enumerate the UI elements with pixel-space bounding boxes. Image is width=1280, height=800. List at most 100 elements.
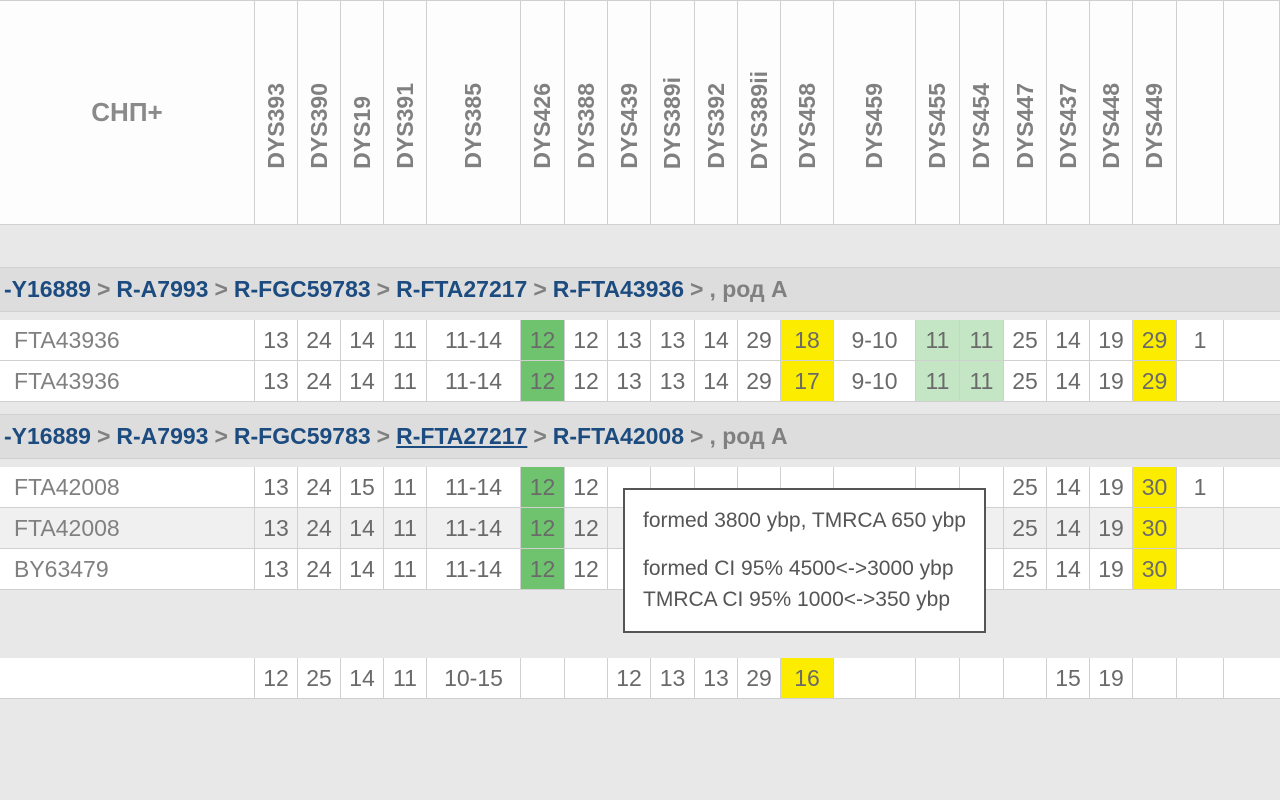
marker-column-header: DYS454 (960, 1, 1004, 224)
str-value-cell: 13 (651, 320, 695, 360)
haplogroup-link[interactable]: -Y16889 (4, 276, 91, 303)
breadcrumb-separator: > (690, 423, 703, 450)
marker-name: DYS391 (392, 83, 419, 169)
breadcrumb-separator: > (97, 276, 110, 303)
str-value-cell: 12 (565, 508, 608, 548)
str-value-cell: 14 (1047, 361, 1090, 401)
marker-column-header: DYS390 (298, 1, 341, 224)
str-value-cell: 11 (384, 361, 427, 401)
str-value-cell: 29 (1133, 320, 1177, 360)
str-value-cell (916, 658, 960, 698)
str-value-cell (1177, 549, 1224, 589)
str-value-cell: 19 (1090, 467, 1133, 507)
str-value-cell: 14 (1047, 508, 1090, 548)
marker-name: DYS392 (703, 83, 730, 169)
str-value-cell: 11-14 (427, 508, 521, 548)
breadcrumb-separator: > (214, 276, 227, 303)
marker-name: DYS390 (306, 83, 333, 169)
tmrca-tooltip: formed 3800 ybp, TMRCA 650 ybpformed CI … (623, 488, 986, 633)
spacer (0, 402, 1280, 414)
table-row[interactable]: FTA439361324141111-14121213131429189-101… (0, 320, 1280, 361)
str-value-cell: 11 (384, 549, 427, 589)
str-value-cell: 14 (1047, 467, 1090, 507)
table-row[interactable]: 1225141110-1512131329161519 (0, 658, 1280, 699)
str-value-cell (1004, 658, 1047, 698)
str-value-cell: 30 (1133, 467, 1177, 507)
haplogroup-link[interactable]: R-FTA42008 (553, 423, 684, 450)
tooltip-line: TMRCA CI 95% 1000<->350 ybp (643, 585, 966, 615)
str-value-cell: 14 (341, 508, 384, 548)
str-value-cell: 12 (608, 658, 651, 698)
str-value-cell: 17 (781, 361, 834, 401)
str-value-cell: 14 (1047, 549, 1090, 589)
str-value-cell: 24 (298, 361, 341, 401)
marker-column-header: DYS385 (427, 1, 521, 224)
marker-column-header: DYS393 (255, 1, 298, 224)
str-value-cell: 25 (1004, 361, 1047, 401)
marker-name: DYS439 (616, 83, 643, 169)
marker-name: DYS448 (1098, 83, 1125, 169)
haplogroup-link[interactable]: R-FTA27217 (396, 423, 527, 450)
marker-name: DYS458 (794, 83, 821, 169)
str-value-cell: 14 (1047, 320, 1090, 360)
marker-name: DYS393 (263, 83, 290, 169)
str-value-cell: 9-10 (834, 320, 916, 360)
str-value-cell: 11 (384, 658, 427, 698)
str-value-cell: 30 (1133, 508, 1177, 548)
str-value-cell: 14 (695, 361, 738, 401)
marker-column-header: DYS426 (521, 1, 565, 224)
str-value-cell: 19 (1090, 320, 1133, 360)
str-value-cell: 11-14 (427, 361, 521, 401)
haplogroup-link[interactable]: R-FTA27217 (396, 276, 527, 303)
marker-name: DYS389i (659, 77, 686, 169)
str-value-cell: 18 (781, 320, 834, 360)
str-value-cell: 16 (781, 658, 834, 698)
haplogroup-link[interactable]: R-A7993 (116, 276, 208, 303)
marker-column-header: DYS449 (1133, 1, 1177, 224)
group-tail-label: , род А (709, 276, 787, 303)
str-value-cell: 13 (651, 361, 695, 401)
str-value-cell: 11-14 (427, 467, 521, 507)
str-value-cell (1133, 658, 1177, 698)
marker-column-header: DYS458 (781, 1, 834, 224)
marker-column-header: DYS392 (695, 1, 738, 224)
marker-column-header: DYS437 (1047, 1, 1090, 224)
haplogroup-link[interactable]: R-A7993 (116, 423, 208, 450)
spacer (0, 312, 1280, 320)
str-value-cell (834, 658, 916, 698)
str-value-cell: 19 (1090, 549, 1133, 589)
marker-column-header: DYS455 (916, 1, 960, 224)
str-value-cell: 11 (916, 320, 960, 360)
str-value-cell: 11 (384, 467, 427, 507)
str-value-cell: 14 (695, 320, 738, 360)
str-value-cell: 1 (1177, 467, 1224, 507)
haplogroup-link[interactable]: -Y16889 (4, 423, 91, 450)
tooltip-line: formed 3800 ybp, TMRCA 650 ybp (643, 506, 966, 536)
snp-cell: FTA43936 (0, 361, 255, 401)
str-value-cell: 11 (916, 361, 960, 401)
str-value-cell: 24 (298, 467, 341, 507)
str-value-cell: 29 (1133, 361, 1177, 401)
table-row[interactable]: FTA439361324141111-14121213131429179-101… (0, 361, 1280, 402)
haplogroup-breadcrumb: -Y16889>R-A7993>R-FGC59783>R-FTA27217>R-… (0, 267, 1280, 312)
str-value-cell: 24 (298, 508, 341, 548)
marker-column-header: DYS459 (834, 1, 916, 224)
marker-column-header: DYS391 (384, 1, 427, 224)
str-value-cell: 10-15 (427, 658, 521, 698)
str-value-cell: 12 (521, 361, 565, 401)
breadcrumb-separator: > (533, 276, 546, 303)
str-value-cell: 19 (1090, 508, 1133, 548)
marker-column-header: DYS389i (651, 1, 695, 224)
marker-name: DYS19 (349, 96, 376, 169)
breadcrumb-separator: > (533, 423, 546, 450)
str-value-cell: 11 (384, 320, 427, 360)
str-value-cell: 25 (298, 658, 341, 698)
table-header-row: СНП+DYS393DYS390DYS19DYS391DYS385DYS426D… (0, 0, 1280, 225)
str-value-cell: 12 (521, 508, 565, 548)
haplogroup-link[interactable]: R-FGC59783 (234, 276, 371, 303)
str-value-cell: 12 (565, 549, 608, 589)
str-value-cell (1177, 658, 1224, 698)
haplogroup-link[interactable]: R-FGC59783 (234, 423, 371, 450)
str-value-cell (960, 658, 1004, 698)
haplogroup-link[interactable]: R-FTA43936 (553, 276, 684, 303)
